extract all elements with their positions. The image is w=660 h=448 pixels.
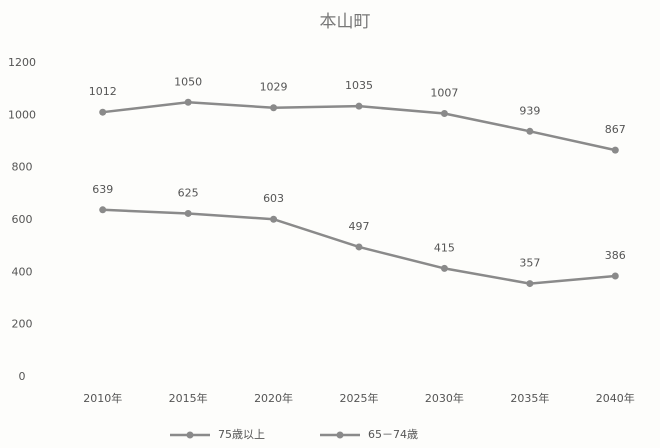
- data-point: [611, 272, 619, 280]
- data-point: [184, 98, 192, 106]
- data-label: 603: [263, 192, 284, 205]
- data-label: 1012: [89, 85, 117, 98]
- data-label: 1035: [345, 79, 373, 92]
- data-label: 386: [605, 249, 626, 262]
- legend-marker: [186, 431, 194, 439]
- y-tick-label: 400: [12, 265, 33, 278]
- data-label: 625: [178, 186, 199, 199]
- chart-title: 本山町: [320, 12, 371, 32]
- data-point: [184, 209, 192, 217]
- x-tick-label: 2025年: [340, 391, 379, 405]
- data-label: 415: [434, 241, 455, 254]
- data-point: [99, 206, 107, 214]
- data-point: [526, 127, 534, 135]
- data-label: 1029: [260, 81, 288, 94]
- data-label: 867: [605, 123, 626, 136]
- data-point: [526, 280, 534, 288]
- data-point: [440, 264, 448, 272]
- y-tick-label: 600: [12, 213, 33, 226]
- data-label: 1007: [430, 87, 458, 100]
- y-tick-label: 800: [12, 161, 33, 174]
- x-tick-label: 2020年: [254, 391, 293, 405]
- data-point: [355, 102, 363, 110]
- legend-marker: [336, 431, 344, 439]
- data-point: [611, 146, 619, 154]
- data-point: [440, 110, 448, 118]
- legend-label: 65－74歳: [368, 428, 418, 441]
- legend-label: 75歳以上: [218, 428, 265, 441]
- data-point: [270, 215, 278, 223]
- data-point: [270, 104, 278, 112]
- x-tick-label: 2010年: [83, 391, 122, 405]
- data-label: 497: [349, 220, 370, 233]
- y-tick-label: 1200: [8, 56, 36, 69]
- x-tick-label: 2015年: [169, 391, 208, 405]
- data-point: [99, 108, 107, 116]
- data-point: [355, 243, 363, 251]
- y-tick-label: 0: [19, 370, 26, 383]
- data-label: 1050: [174, 75, 202, 88]
- y-tick-label: 1000: [8, 108, 36, 121]
- x-tick-label: 2040年: [596, 391, 635, 405]
- x-tick-label: 2030年: [425, 391, 464, 405]
- data-label: 357: [519, 257, 540, 270]
- data-label: 639: [92, 183, 113, 196]
- x-tick-label: 2035年: [510, 391, 549, 405]
- y-tick-label: 200: [12, 318, 33, 331]
- data-label: 939: [519, 104, 540, 117]
